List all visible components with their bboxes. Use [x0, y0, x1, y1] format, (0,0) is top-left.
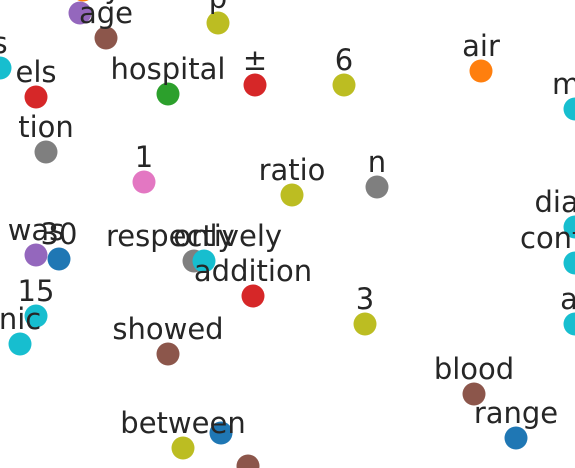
point-1: [132, 170, 156, 194]
point-label: ar: [560, 282, 575, 316]
point-label: onary: [39, 0, 122, 5]
point-label: me: [552, 67, 575, 101]
point-age: [94, 26, 118, 50]
point-15: [24, 304, 48, 328]
point-label: ±: [243, 43, 267, 77]
point-label: nic: [0, 302, 41, 336]
point-label: was: [8, 213, 65, 247]
point-me: [563, 97, 575, 121]
point-label: showed: [112, 312, 223, 346]
point-label: s: [0, 26, 8, 60]
point-unlabeled-2: [209, 421, 233, 445]
point-between: [171, 436, 195, 460]
point-label: tion: [18, 110, 74, 144]
point-label: respectively: [106, 219, 282, 253]
point-p: [206, 11, 230, 35]
point-nic: [8, 332, 32, 356]
point-diagn: [563, 215, 575, 239]
point-showed: [156, 342, 180, 366]
point-0-001: [77, 0, 89, 2]
point-only: [192, 249, 216, 273]
point-label: 6: [335, 43, 353, 77]
point-air: [469, 59, 493, 83]
point-ar: [563, 312, 575, 336]
point-label: age: [79, 0, 133, 30]
point-els: [24, 85, 48, 109]
point-30: [47, 247, 71, 271]
point-label: p: [209, 0, 227, 15]
point-hospital: [156, 82, 180, 106]
point-6: [332, 73, 356, 97]
point-3: [353, 312, 377, 336]
point-addition: [241, 284, 265, 308]
point-blood: [462, 382, 486, 406]
point-confirm: [563, 251, 575, 275]
point-tion: [34, 140, 58, 164]
point-range: [504, 426, 528, 450]
point-label: hospital: [111, 52, 226, 86]
point-ratio: [280, 183, 304, 207]
point-label: between: [120, 406, 245, 440]
point-label: blood: [434, 352, 514, 386]
point-label: range: [474, 396, 558, 430]
point-onary: [68, 1, 92, 25]
point-label: n: [368, 145, 386, 179]
point-was: [24, 243, 48, 267]
point-label: 3: [356, 282, 374, 316]
point-label: confirm: [520, 221, 575, 255]
point-s: [0, 56, 12, 80]
point-label: addition: [194, 254, 312, 288]
point-label: 30: [41, 217, 78, 251]
point-label: only: [173, 219, 234, 253]
point-label: els: [15, 55, 56, 89]
point-label: 1: [135, 140, 153, 174]
point-label: diagn: [534, 185, 575, 219]
point-n: [365, 175, 389, 199]
point-label: air: [462, 29, 500, 63]
point-unlabeled-1: [236, 454, 260, 468]
point-label: ratio: [259, 153, 326, 187]
point-label: 15: [18, 274, 55, 308]
point--: [243, 73, 267, 97]
